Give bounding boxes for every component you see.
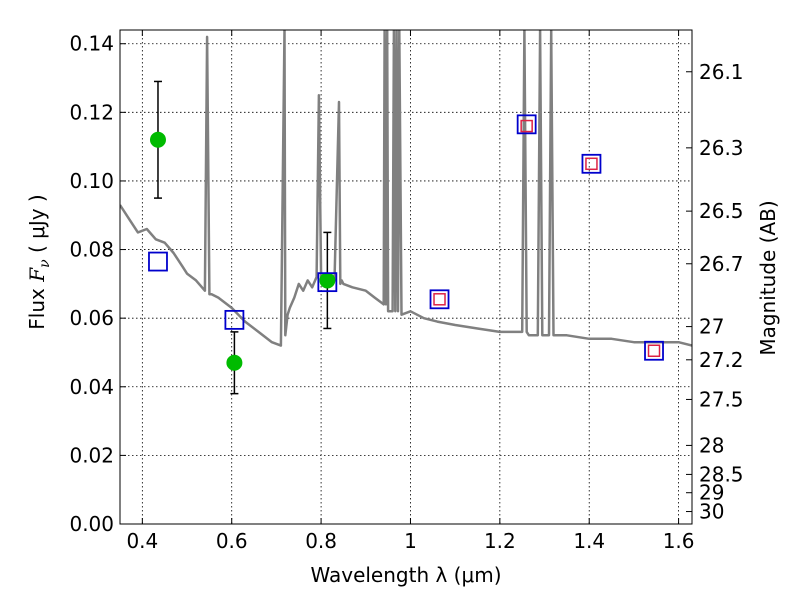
- model-flux-square: [581, 153, 602, 174]
- x-tick-label: 0.4: [126, 529, 158, 553]
- nir-flux-square: [520, 119, 533, 133]
- model-flux-square: [317, 272, 338, 293]
- model-flux-square: [148, 251, 168, 272]
- x-tick-label: 0.8: [305, 529, 337, 553]
- x-tick-label: 1.6: [663, 529, 695, 553]
- mag-tick-label: 27: [699, 315, 724, 339]
- x-tick-label: 1.2: [484, 529, 516, 553]
- series-layer: [120, 30, 692, 395]
- nir-flux-square: [433, 293, 446, 306]
- x-tick-label: 1.4: [573, 529, 605, 553]
- observed-flux-point: [226, 354, 243, 371]
- y-tick-label: 0.02: [69, 443, 114, 467]
- y-tick-label: 0.14: [69, 32, 114, 56]
- tick-layer: 0.4 0.6 0.8 1 1.2 1.4 1.6 0.00 0.02 0.04 0.06 0.08 0…: [69, 30, 744, 553]
- mag-tick-label: 29: [699, 481, 724, 505]
- mag-tick-label: 30: [699, 500, 724, 524]
- mag-tick-label: 27.2: [699, 348, 744, 372]
- nir-flux-square: [647, 344, 661, 358]
- y-tick-label: 0.06: [69, 306, 114, 330]
- y-axis-title: Flux Fν ( μJy ): [25, 194, 53, 329]
- model-flux-square: [429, 289, 450, 310]
- mag-tick-label: 26.3: [699, 136, 744, 160]
- model-spectrum-line: [120, 30, 692, 347]
- y-tick-label: 0.00: [69, 512, 114, 536]
- observed-flux-point: [319, 272, 336, 289]
- y-tick-label: 0.04: [69, 375, 114, 399]
- mag-tick-label: 26.7: [699, 252, 744, 276]
- y-tick-label: 0.12: [69, 100, 114, 124]
- mag-tick-label: 28.5: [699, 462, 744, 486]
- plot-frame: [119, 29, 693, 525]
- observed-flux-point: [149, 131, 166, 148]
- mag-tick-label: 26.1: [699, 60, 744, 84]
- model-flux-square: [516, 114, 537, 135]
- mag-tick-label: 28: [699, 433, 724, 457]
- model-flux-square: [644, 340, 664, 361]
- y-tick-label: 0.08: [69, 238, 114, 262]
- mag-tick-label: 27.5: [699, 387, 744, 411]
- mag-tick-label: 26.5: [699, 199, 744, 223]
- y2-axis-title: Magnitude (AB): [756, 200, 780, 355]
- nir-flux-square: [585, 157, 598, 171]
- y-tick-label: 0.10: [69, 169, 114, 193]
- model-flux-square: [224, 309, 245, 330]
- x-tick-label: 0.6: [216, 529, 248, 553]
- x-tick-label: 1: [404, 529, 417, 553]
- x-axis-title: Wavelength λ (μm): [310, 563, 501, 587]
